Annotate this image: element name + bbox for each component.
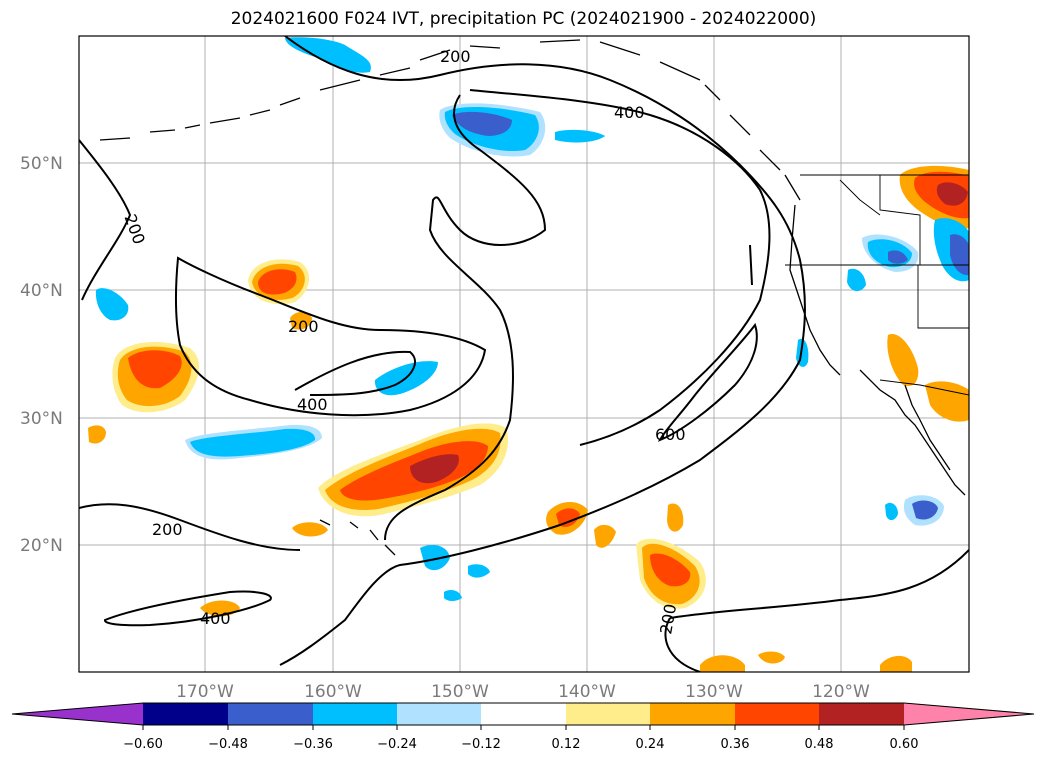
precip-positive-small-10 bbox=[758, 651, 785, 664]
precip-negative-sw-strong bbox=[912, 500, 938, 520]
ivt-600 bbox=[657, 244, 758, 442]
colorbar-tick-label: 0.12 bbox=[552, 737, 581, 752]
precip-negative-ca bbox=[847, 268, 866, 292]
precip-positive-south-strong bbox=[650, 553, 691, 587]
baja-coast bbox=[859, 369, 966, 496]
colorbar-bin-2 bbox=[228, 703, 313, 725]
precip-negative-small-3 bbox=[444, 590, 462, 601]
longitude-labels: 170°W 160°W 150°W 140°W 130°W 120°W bbox=[176, 682, 870, 702]
ivt-400-b bbox=[294, 350, 416, 396]
precip-positive-mexico bbox=[925, 381, 969, 422]
precip-negative-small-4 bbox=[885, 502, 898, 521]
precip-negative-mid-strong bbox=[190, 428, 316, 457]
ivt-200-inner-north bbox=[384, 94, 547, 541]
ivt-label-200-south: 200 bbox=[152, 520, 183, 539]
us-mexico-border bbox=[879, 379, 969, 396]
lon-label-120w: 120°W bbox=[812, 682, 870, 702]
colorbar-tick-label: −0.48 bbox=[208, 737, 248, 752]
precip-positive-central-core bbox=[410, 454, 459, 484]
colorbar-bin-5 bbox=[481, 703, 566, 725]
precip-positive-small-5 bbox=[594, 524, 616, 548]
colorbar-bin-3 bbox=[313, 703, 397, 725]
ivt-200-west bbox=[79, 139, 132, 301]
colorbar: −0.60 −0.48 −0.36 −0.24 −0.12 0.12 0.24 … bbox=[11, 702, 1035, 752]
colorbar-tick-label: −0.60 bbox=[123, 737, 163, 752]
ivt-200-left-loop bbox=[174, 256, 487, 417]
ivt-200-southeast-2 bbox=[664, 617, 701, 672]
colorbar-bin-1 bbox=[143, 703, 228, 725]
ivt-200-main bbox=[279, 36, 806, 666]
ivt-400-south bbox=[104, 590, 272, 627]
colorbar-bin-6 bbox=[566, 703, 650, 725]
precip-negative-north-2 bbox=[555, 129, 605, 143]
colorbar-bin-8 bbox=[735, 703, 819, 725]
lon-label-140w: 140°W bbox=[558, 682, 616, 702]
lon-label-150w: 150°W bbox=[431, 682, 489, 702]
colorbar-ticks bbox=[142, 725, 905, 730]
ivt-label-600: 600 bbox=[655, 425, 686, 444]
lat-label-20n: 20°N bbox=[20, 536, 63, 556]
ivt-label-400-south: 400 bbox=[200, 609, 231, 628]
precip-positive-nw-strong bbox=[258, 269, 297, 295]
ivt-label-200-loop: 200 bbox=[288, 317, 319, 336]
precip-positive-small-1 bbox=[290, 312, 312, 330]
precip-fill-layer bbox=[88, 37, 969, 672]
precip-positive-small-8 bbox=[292, 522, 328, 537]
map-frame bbox=[78, 35, 970, 673]
precip-positive-small-6 bbox=[667, 503, 684, 532]
ivt-200-southeast bbox=[669, 549, 969, 619]
colorbar-extend-high bbox=[904, 703, 1034, 725]
us-state-borders bbox=[785, 175, 969, 329]
precip-positive-small-2 bbox=[88, 425, 106, 444]
precip-negative-pnw-strong bbox=[888, 250, 908, 264]
precip-positive-ne-core bbox=[936, 182, 968, 206]
precip-positive-small-4 bbox=[556, 508, 580, 527]
ivt-400-a bbox=[469, 89, 771, 446]
colorbar-bin-7 bbox=[650, 703, 735, 725]
precip-negative-small-2 bbox=[468, 564, 490, 578]
ivt-label-200-north: 200 bbox=[440, 47, 471, 66]
precip-negative-west bbox=[95, 288, 129, 321]
ivt-label-400-north: 400 bbox=[614, 103, 645, 122]
colorbar-extend-low bbox=[12, 703, 143, 725]
precip-positive-small-9 bbox=[700, 655, 745, 672]
colorbar-bin-9 bbox=[819, 703, 904, 725]
colorbar-bin-4 bbox=[397, 703, 481, 725]
latitude-labels: 50°N 40°N 30°N 20°N bbox=[20, 154, 63, 556]
colorbar-tick-label: 0.48 bbox=[805, 737, 834, 752]
lon-label-160w: 160°W bbox=[304, 682, 362, 702]
hawaii-islands bbox=[319, 519, 396, 556]
map-title: 2024021600 F024 IVT, precipitation PC (2… bbox=[230, 9, 817, 29]
precip-negative-topleft bbox=[285, 37, 371, 73]
alaska-coast bbox=[99, 39, 801, 201]
precip-positive-baja bbox=[887, 334, 919, 387]
ivt-200-south bbox=[79, 503, 301, 551]
ivt-contour-layer bbox=[79, 36, 969, 672]
colorbar-tick-label: −0.24 bbox=[377, 737, 417, 752]
precip-negative-north-strong bbox=[452, 111, 512, 136]
lon-label-170w: 170°W bbox=[176, 682, 234, 702]
ivt-label-400-center: 400 bbox=[297, 395, 328, 414]
precip-positive-small-11 bbox=[880, 655, 912, 672]
lat-label-30n: 30°N bbox=[20, 409, 63, 429]
colorbar-tick-label: −0.12 bbox=[461, 737, 501, 752]
colorbar-tick-label: 0.24 bbox=[636, 737, 665, 752]
precip-positive-west-strong bbox=[128, 350, 182, 389]
lat-label-40n: 40°N bbox=[20, 281, 63, 301]
colorbar-tick-label: −0.36 bbox=[293, 737, 333, 752]
lon-label-130w: 130°W bbox=[685, 682, 743, 702]
lat-label-50n: 50°N bbox=[20, 154, 63, 174]
colorbar-tick-label: 0.36 bbox=[721, 737, 750, 752]
precip-negative-small-1 bbox=[420, 545, 450, 571]
colorbar-tick-label: 0.60 bbox=[890, 737, 919, 752]
